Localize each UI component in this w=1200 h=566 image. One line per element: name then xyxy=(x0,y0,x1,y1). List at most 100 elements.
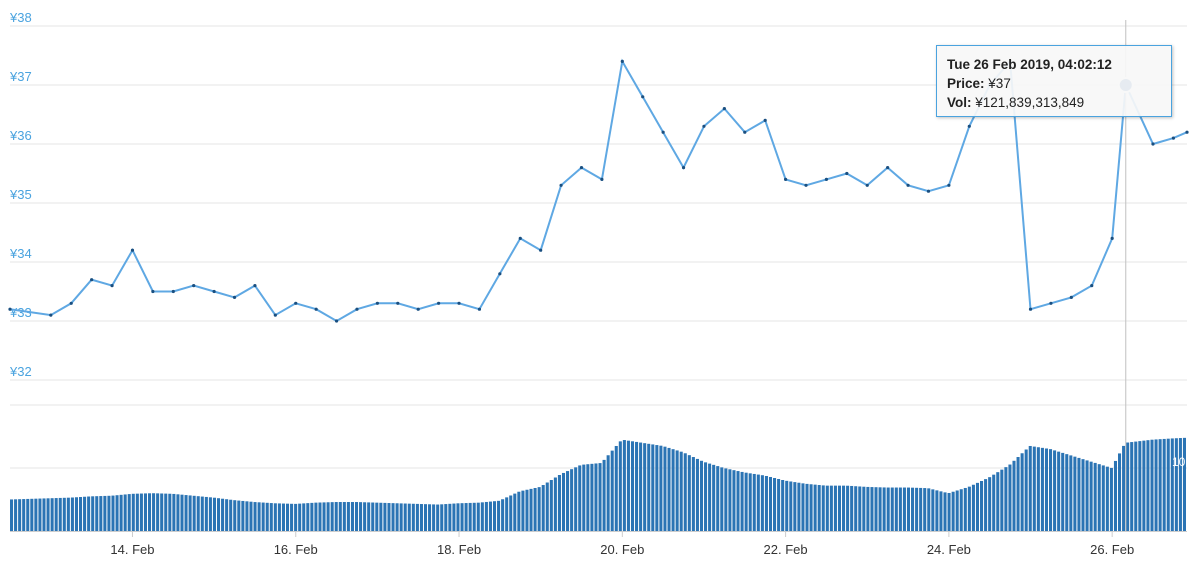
volume-bar xyxy=(1174,438,1178,531)
volume-bar xyxy=(906,487,911,531)
price-point[interactable] xyxy=(681,166,686,170)
volume-bar xyxy=(14,499,18,531)
volume-bar xyxy=(99,496,103,531)
volume-bar xyxy=(440,504,444,531)
volume-bar xyxy=(127,494,131,531)
price-point[interactable] xyxy=(1028,307,1033,311)
price-point[interactable] xyxy=(1185,130,1189,134)
price-point[interactable] xyxy=(804,183,808,187)
volume-bar xyxy=(935,490,939,531)
price-point[interactable] xyxy=(8,307,12,311)
volume-bar xyxy=(87,496,91,531)
price-point[interactable] xyxy=(498,272,502,276)
volume-bar xyxy=(367,502,371,531)
price-point[interactable] xyxy=(702,124,706,128)
price-point[interactable] xyxy=(1090,284,1094,288)
volume-bar xyxy=(517,491,521,531)
volume-bar xyxy=(821,485,825,531)
volume-bar xyxy=(1158,439,1162,531)
volume-bar xyxy=(967,486,971,531)
volume-bar xyxy=(436,504,440,531)
volume-bar xyxy=(578,465,582,531)
price-point[interactable] xyxy=(1049,301,1053,305)
price-point[interactable] xyxy=(518,236,522,240)
volume-bar xyxy=(407,503,411,531)
price-point[interactable] xyxy=(661,130,665,134)
price-point[interactable] xyxy=(192,284,196,288)
price-point[interactable] xyxy=(110,284,114,288)
price-point[interactable] xyxy=(314,307,318,311)
volume-bar xyxy=(509,495,513,531)
volume-bar xyxy=(1182,437,1186,531)
price-point[interactable] xyxy=(967,124,971,128)
volume-bar xyxy=(675,450,679,531)
volume-bar xyxy=(172,493,176,531)
volume-bar xyxy=(359,502,363,531)
price-point[interactable] xyxy=(886,166,890,170)
volume-bar xyxy=(200,496,204,531)
price-point[interactable] xyxy=(824,177,829,181)
volume-bar xyxy=(1049,449,1053,531)
price-point[interactable] xyxy=(1110,236,1114,240)
price-point[interactable] xyxy=(355,307,359,311)
price-point[interactable] xyxy=(600,177,604,181)
price-point[interactable] xyxy=(457,301,461,305)
price-point[interactable] xyxy=(437,301,441,305)
price-y-tick-label: ¥38 xyxy=(9,10,32,25)
volume-bar xyxy=(1085,460,1089,531)
price-point[interactable] xyxy=(1171,136,1175,140)
price-point[interactable] xyxy=(375,301,379,305)
price-point[interactable] xyxy=(783,177,788,181)
price-point[interactable] xyxy=(620,59,624,64)
price-point[interactable] xyxy=(396,301,400,305)
volume-bar xyxy=(752,473,756,531)
price-point[interactable] xyxy=(579,166,584,170)
volume-bar xyxy=(38,498,42,531)
price-point[interactable] xyxy=(477,307,482,311)
tooltip-price-row: Price: ¥37 xyxy=(947,74,1161,93)
price-point[interactable] xyxy=(722,107,726,111)
price-point[interactable] xyxy=(69,301,73,305)
volume-bar xyxy=(635,441,639,531)
price-point[interactable] xyxy=(90,278,94,282)
price-point[interactable] xyxy=(865,183,869,187)
volume-bar xyxy=(58,497,62,531)
price-point[interactable] xyxy=(641,95,645,99)
volume-bar xyxy=(225,499,229,531)
volume-bar xyxy=(1130,442,1134,531)
price-point[interactable] xyxy=(253,284,257,288)
price-point[interactable] xyxy=(151,289,155,294)
price-point[interactable] xyxy=(273,313,277,317)
price-point[interactable] xyxy=(49,313,53,317)
price-point[interactable] xyxy=(926,189,931,193)
volume-bar xyxy=(196,496,200,531)
price-point[interactable] xyxy=(334,319,339,323)
volume-bar xyxy=(298,503,302,531)
price-point[interactable] xyxy=(1151,142,1155,146)
volume-bar xyxy=(387,503,391,531)
price-point[interactable] xyxy=(906,183,910,187)
volume-bar xyxy=(1162,438,1166,531)
volume-bar xyxy=(561,472,566,531)
price-point[interactable] xyxy=(845,171,849,176)
price-point[interactable] xyxy=(171,289,175,294)
volume-bar xyxy=(699,460,704,531)
price-point[interactable] xyxy=(130,248,135,252)
price-point[interactable] xyxy=(416,307,420,311)
price-point[interactable] xyxy=(539,248,543,252)
volume-bar xyxy=(103,495,107,531)
price-point[interactable] xyxy=(559,183,563,187)
volume-bar xyxy=(318,502,322,531)
price-point[interactable] xyxy=(232,295,237,299)
volume-bar xyxy=(70,497,74,531)
volume-bar xyxy=(269,503,273,531)
price-point[interactable] xyxy=(743,130,747,134)
volume-bar xyxy=(671,449,675,531)
price-point[interactable] xyxy=(763,118,767,122)
price-point[interactable] xyxy=(294,301,298,305)
price-point[interactable] xyxy=(947,183,951,187)
volume-bar xyxy=(971,484,975,531)
price-point[interactable] xyxy=(1069,295,1073,299)
price-point[interactable] xyxy=(212,289,216,294)
